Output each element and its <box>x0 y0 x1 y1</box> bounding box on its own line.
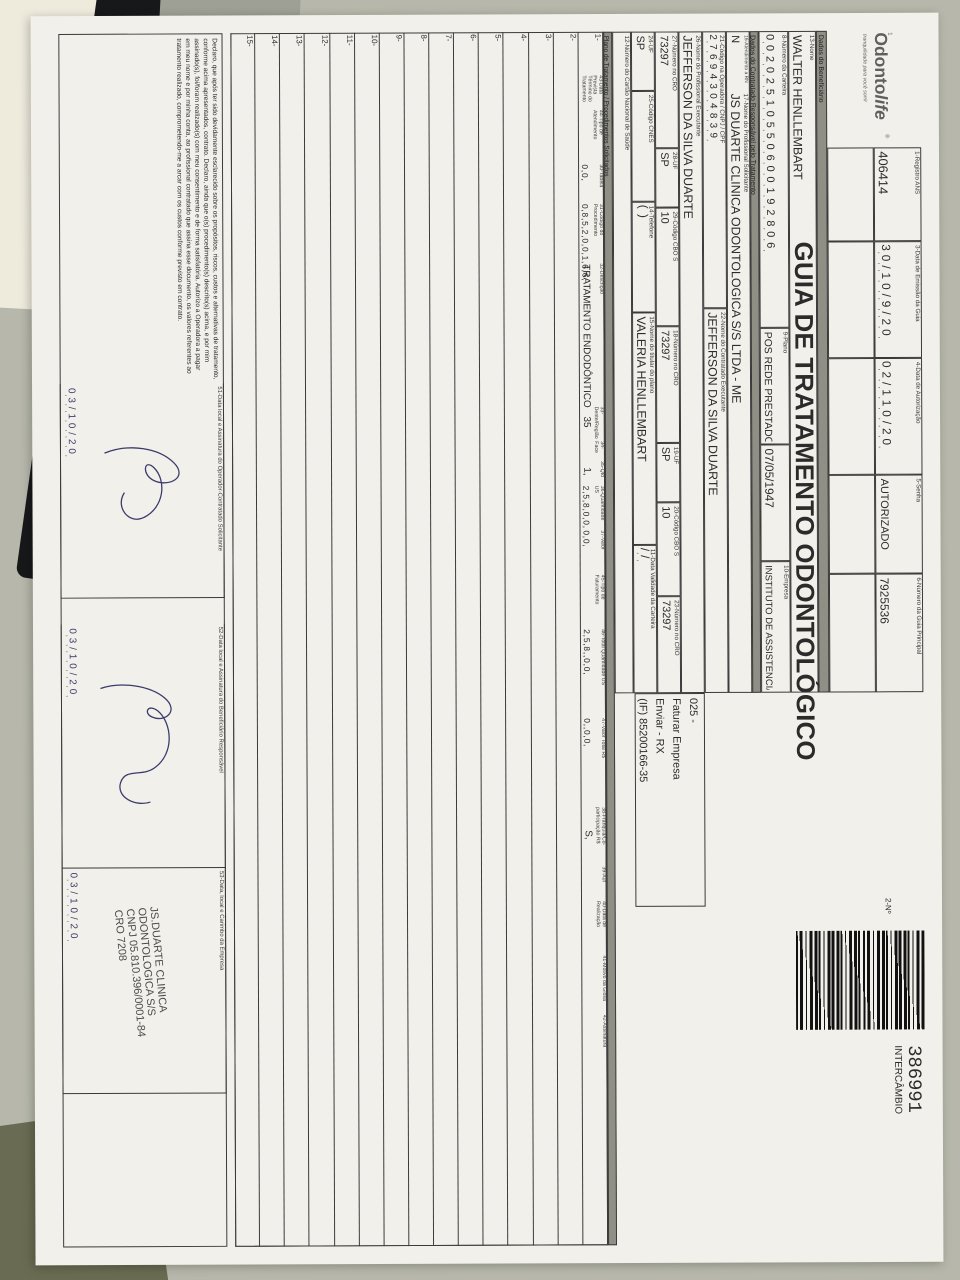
svg-text:1: 1 <box>886 32 892 35</box>
svg-text:tranquilidade para você sorrir: tranquilidade para você sorrir <box>861 34 867 102</box>
svg-text:Odontolife: Odontolife <box>870 32 890 120</box>
svg-text:®: ® <box>883 133 890 138</box>
